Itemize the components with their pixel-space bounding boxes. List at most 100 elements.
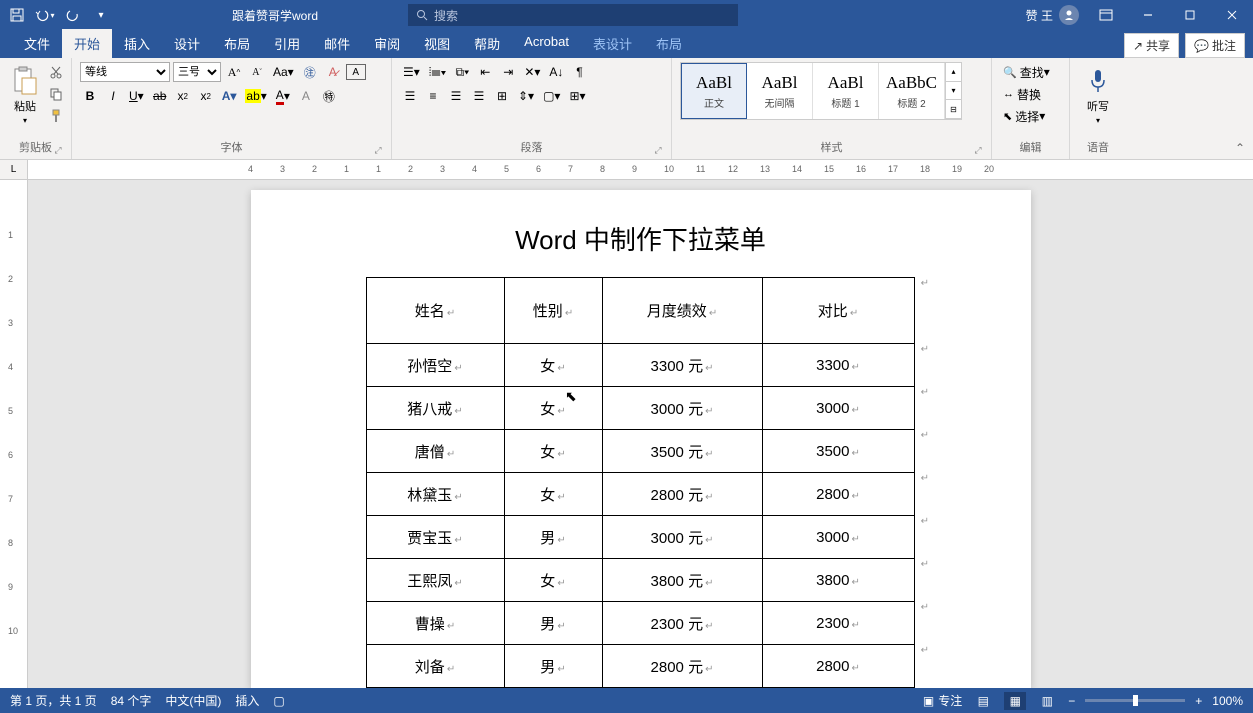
phonetic-guide-button[interactable]: ㊟ — [300, 62, 320, 82]
page-indicator[interactable]: 第 1 页，共 1 页 — [10, 692, 97, 709]
maximize-button[interactable] — [1175, 4, 1205, 26]
styles-gallery[interactable]: AaBl正文AaBl无间隔AaBl标题 1AaBbC标题 2▴▾⊟ — [680, 62, 962, 120]
table-row[interactable]: 孙悟空↵女↵3300 元↵3300↵↵ — [366, 344, 915, 387]
highlight-button[interactable]: ab▾ — [242, 86, 269, 106]
underline-button[interactable]: U▾ — [126, 86, 147, 106]
vertical-ruler[interactable]: 12345678910 — [0, 180, 28, 688]
tab-selector[interactable]: L — [0, 160, 28, 179]
show-marks-button[interactable]: ¶ — [569, 62, 589, 82]
table-cell[interactable]: 3800↵ — [762, 559, 914, 602]
zoom-level[interactable]: 100% — [1212, 694, 1243, 708]
char-border-button[interactable]: A — [346, 64, 366, 80]
table-header[interactable]: 对比↵ — [762, 278, 914, 344]
table-cell[interactable]: 王熙凤↵ — [366, 559, 504, 602]
table-cell[interactable]: 3500 元↵ — [602, 430, 762, 473]
table-cell[interactable]: 男↵ — [504, 516, 602, 559]
tab-3[interactable]: 设计 — [162, 29, 212, 58]
bullets-button[interactable]: ☰▾ — [400, 62, 423, 82]
collapse-ribbon-button[interactable]: ⌃ — [1235, 141, 1245, 155]
zoom-slider[interactable] — [1085, 699, 1185, 702]
table-row[interactable]: 曹操↵男↵2300 元↵2300↵↵ — [366, 602, 915, 645]
tab-11[interactable]: 表设计 — [581, 29, 644, 58]
table-cell[interactable]: 2800↵ — [762, 645, 914, 688]
table-cell[interactable]: 猪八戒↵ — [366, 387, 504, 430]
italic-button[interactable]: I — [103, 86, 123, 106]
paste-button[interactable]: 粘贴 ▾ — [8, 62, 42, 129]
page[interactable]: Word 中制作下拉菜单 姓名↵性别↵月度绩效↵对比↵↵ 孙悟空↵女↵3300 … — [251, 190, 1031, 688]
language-indicator[interactable]: 中文(中国) — [165, 692, 221, 709]
grow-font-button[interactable]: A^ — [224, 62, 244, 82]
table-cell[interactable]: 女↵ — [504, 559, 602, 602]
table-cell[interactable]: 3000↵ — [762, 516, 914, 559]
table-cell[interactable]: 林黛玉↵ — [366, 473, 504, 516]
tab-10[interactable]: Acrobat — [512, 29, 581, 58]
undo-button[interactable]: ▾ — [34, 4, 56, 26]
bold-button[interactable]: B — [80, 86, 100, 106]
table-row[interactable]: 猪八戒↵女↵3000 元↵3000↵↵ — [366, 387, 915, 430]
tab-0[interactable]: 文件 — [12, 29, 62, 58]
web-layout-button[interactable]: ▥ — [1036, 692, 1058, 710]
tab-12[interactable]: 布局 — [644, 29, 694, 58]
table-cell[interactable]: 3000↵ — [762, 387, 914, 430]
font-color-button[interactable]: A▾ — [273, 86, 293, 106]
table-row[interactable]: 贾宝玉↵男↵3000 元↵3000↵↵ — [366, 516, 915, 559]
shrink-font-button[interactable]: Aˇ — [247, 62, 267, 82]
search-box[interactable]: 搜索 — [408, 4, 738, 26]
table-cell[interactable]: 男↵ — [504, 645, 602, 688]
style-item-3[interactable]: AaBbC标题 2 — [879, 63, 945, 119]
table-cell[interactable]: 3000 元↵ — [602, 516, 762, 559]
enclose-char-button[interactable]: ㊕ — [319, 86, 339, 106]
table-cell[interactable]: 唐僧↵ — [366, 430, 504, 473]
replace-button[interactable]: ↔替换 — [1000, 84, 1070, 104]
superscript-button[interactable]: x2 — [196, 86, 216, 106]
tab-6[interactable]: 邮件 — [312, 29, 362, 58]
subscript-button[interactable]: x2 — [173, 86, 193, 106]
table-cell[interactable]: 曹操↵ — [366, 602, 504, 645]
table-cell[interactable]: 3000 元↵ — [602, 387, 762, 430]
table-cell[interactable]: 刘备↵ — [366, 645, 504, 688]
table-row[interactable]: 王熙凤↵女↵3800 元↵3800↵↵ — [366, 559, 915, 602]
clear-format-button[interactable]: A̷ — [323, 62, 343, 82]
insert-mode[interactable]: 插入 — [235, 692, 259, 709]
select-button[interactable]: ⬉选择▾ — [1000, 106, 1070, 126]
table-cell[interactable]: 女↵ — [504, 430, 602, 473]
char-shading-button[interactable]: A — [296, 86, 316, 106]
font-size-select[interactable]: 三号 — [173, 62, 221, 82]
table-cell[interactable]: 2800 元↵ — [602, 473, 762, 516]
table-cell[interactable]: 2800↵ — [762, 473, 914, 516]
tab-2[interactable]: 插入 — [112, 29, 162, 58]
redo-button[interactable] — [62, 4, 84, 26]
comments-button[interactable]: 💬批注 — [1185, 33, 1245, 58]
borders-button[interactable]: ⊞▾ — [566, 86, 588, 106]
styles-more[interactable]: ▴▾⊟ — [945, 63, 961, 119]
table-row[interactable]: 唐僧↵女↵3500 元↵3500↵↵ — [366, 430, 915, 473]
zoom-in-button[interactable]: + — [1195, 694, 1202, 708]
tab-9[interactable]: 帮助 — [462, 29, 512, 58]
decrease-indent-button[interactable]: ⇤ — [475, 62, 495, 82]
line-spacing-button[interactable]: ⇕▾ — [515, 86, 537, 106]
focus-mode-button[interactable]: ▣专注 — [923, 692, 962, 709]
sort-button[interactable]: A↓ — [546, 62, 566, 82]
table-cell[interactable]: 2300 元↵ — [602, 602, 762, 645]
find-button[interactable]: 🔍查找▾ — [1000, 62, 1070, 82]
align-center-button[interactable]: ≡ — [423, 86, 443, 106]
tab-8[interactable]: 视图 — [412, 29, 462, 58]
text-effects-button[interactable]: A▾ — [219, 86, 240, 106]
strikethrough-button[interactable]: ab — [150, 86, 170, 106]
tab-4[interactable]: 布局 — [212, 29, 262, 58]
table-cell[interactable]: 女↵ — [504, 344, 602, 387]
table-cell[interactable]: 男↵ — [504, 602, 602, 645]
share-button[interactable]: ↗共享 — [1124, 33, 1179, 58]
font-name-select[interactable]: 等线 — [80, 62, 170, 82]
table-cell[interactable]: 3800 元↵ — [602, 559, 762, 602]
multilevel-list-button[interactable]: ⧉▾ — [452, 62, 472, 82]
align-left-button[interactable]: ☰ — [400, 86, 420, 106]
font-launcher[interactable]: ⤢ — [373, 145, 383, 155]
style-item-1[interactable]: AaBl无间隔 — [747, 63, 813, 119]
style-item-2[interactable]: AaBl标题 1 — [813, 63, 879, 119]
table-cell[interactable]: 3300↵ — [762, 344, 914, 387]
change-case-button[interactable]: Aa▾ — [270, 62, 297, 82]
table-cell[interactable]: 2800 元↵ — [602, 645, 762, 688]
format-painter-button[interactable] — [46, 106, 66, 126]
document-heading[interactable]: Word 中制作下拉菜单 — [341, 220, 941, 257]
